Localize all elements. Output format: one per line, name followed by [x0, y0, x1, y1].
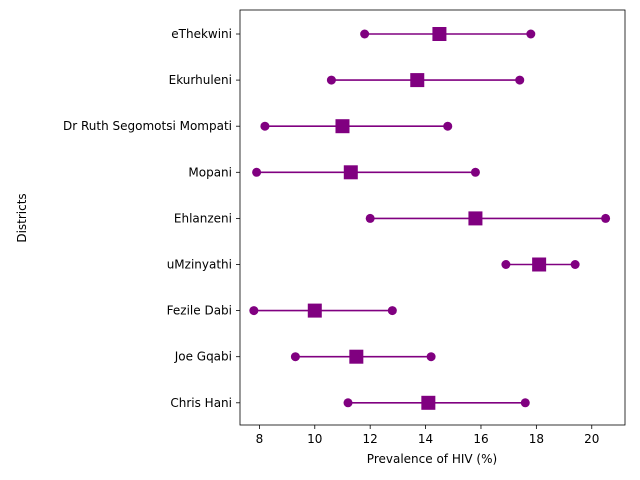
high-point	[387, 306, 397, 316]
high-point	[443, 121, 453, 131]
high-point	[515, 75, 525, 85]
y-tick-label: Joe Gqabi	[174, 350, 232, 364]
estimate-point	[335, 119, 350, 134]
y-axis: eThekwini Ekurhuleni Dr Ruth Segomotsi Mom…	[63, 27, 240, 410]
plot-border	[239, 9, 626, 426]
estimate-point	[349, 349, 364, 364]
y-tick-label: eThekwini	[171, 27, 232, 41]
x-tick-label: 20	[584, 432, 599, 446]
low-point	[290, 352, 300, 362]
estimate-point	[410, 73, 425, 88]
high-point	[526, 29, 536, 39]
y-tick-label: Dr Ruth Segomotsi Mompati	[63, 119, 232, 133]
x-axis: 8 10 12 14 16 18 20	[256, 425, 599, 446]
plot-frame	[239, 9, 626, 426]
x-tick-label: 16	[473, 432, 488, 446]
plot-marks	[249, 27, 611, 410]
low-point	[252, 167, 262, 177]
estimate-point	[432, 27, 447, 41]
y-tick-label: Fezile Dabi	[167, 304, 232, 318]
y-tick-label: uMzinyathi	[167, 258, 232, 272]
low-point	[343, 398, 353, 408]
low-point	[249, 306, 259, 316]
estimate-point	[468, 211, 483, 226]
x-axis-label: Prevalence of HIV (%)	[367, 452, 497, 466]
high-point	[470, 167, 480, 177]
y-tick-label: Ehlanzeni	[174, 211, 232, 225]
estimate-point	[421, 395, 436, 410]
estimate-point	[343, 165, 358, 180]
y-tick-label: Mopani	[188, 165, 232, 179]
x-tick-label: 18	[529, 432, 544, 446]
estimate-point	[532, 257, 547, 272]
low-point	[365, 213, 375, 223]
low-point	[501, 260, 511, 269]
low-point	[326, 75, 336, 85]
high-point	[601, 213, 611, 223]
x-tick-label: 10	[307, 432, 322, 446]
high-point	[426, 352, 436, 362]
y-axis-label: Districts	[15, 193, 29, 242]
high-point	[520, 398, 530, 408]
x-tick-label: 8	[256, 432, 264, 446]
y-tick-label: Ekurhuleni	[169, 73, 232, 87]
estimate-point	[307, 303, 322, 318]
x-tick-label: 12	[363, 432, 378, 446]
y-tick-label: Chris Hani	[170, 396, 232, 410]
high-point	[570, 260, 580, 269]
x-tick-label: 14	[418, 432, 433, 446]
low-point	[360, 29, 370, 39]
low-point	[260, 121, 270, 131]
